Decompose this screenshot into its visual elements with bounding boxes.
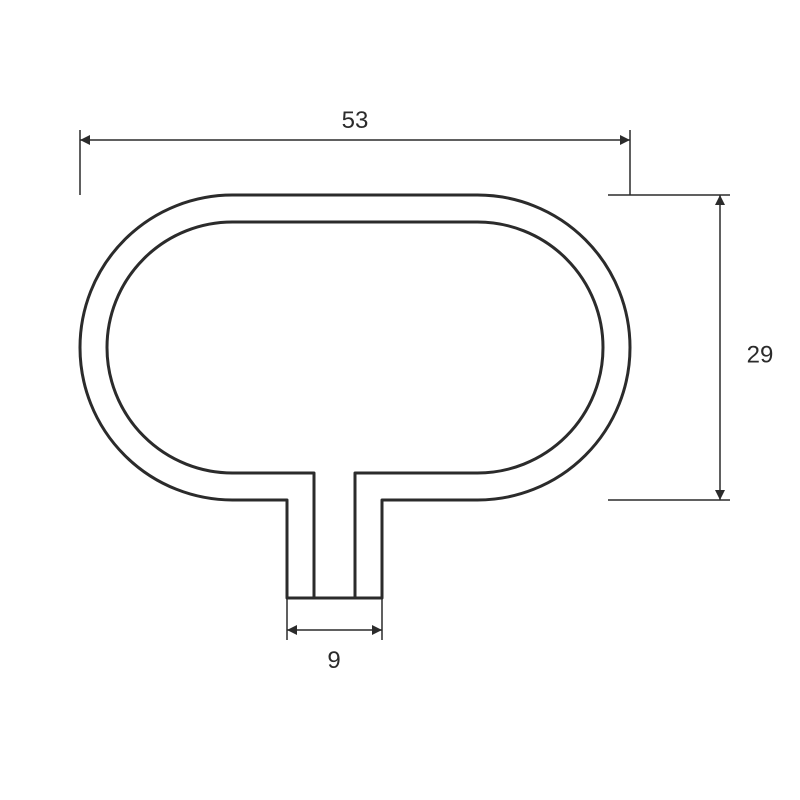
shape-inner-contour xyxy=(107,222,603,598)
technical-drawing: 53 29 9 xyxy=(0,0,800,800)
dimension-height-label: 29 xyxy=(747,341,774,368)
dimension-arrowhead xyxy=(715,490,725,500)
dimension-arrowhead xyxy=(715,195,725,205)
dimension-width-label: 53 xyxy=(342,107,369,134)
dimension-arrowhead xyxy=(620,135,630,145)
dimension-width: 53 xyxy=(80,107,630,195)
dimension-arrowhead xyxy=(372,625,382,635)
dimension-arrowhead xyxy=(80,135,90,145)
dimension-stem: 9 xyxy=(287,598,382,674)
dimension-arrowhead xyxy=(287,625,297,635)
dimension-height: 29 xyxy=(608,195,773,500)
dimension-stem-label: 9 xyxy=(327,647,340,674)
